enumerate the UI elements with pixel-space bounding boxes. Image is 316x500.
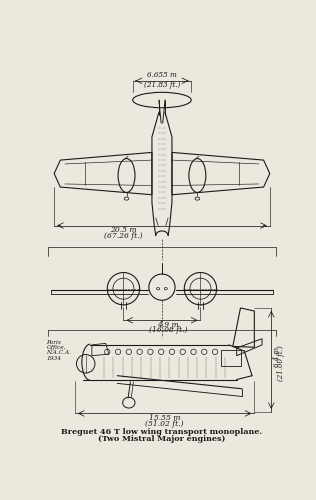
Text: 4.9 m: 4.9 m <box>157 321 179 329</box>
Text: (21.83 ft.): (21.83 ft.) <box>144 81 180 89</box>
Bar <box>221 350 241 366</box>
Text: 6.4 m: 6.4 m <box>273 347 281 367</box>
Text: Paris: Paris <box>46 340 61 344</box>
Text: 15.55 m: 15.55 m <box>149 414 180 422</box>
Text: (16.08 ft.): (16.08 ft.) <box>149 326 187 334</box>
Text: Office,: Office, <box>46 345 66 350</box>
Text: (51.02 ft.): (51.02 ft.) <box>145 420 184 428</box>
Text: 1934: 1934 <box>46 356 61 360</box>
Text: (67.26 ft.): (67.26 ft.) <box>104 232 143 239</box>
Text: 20.5 m: 20.5 m <box>110 226 137 234</box>
Text: (Two Mistral Major engines): (Two Mistral Major engines) <box>98 435 226 443</box>
Text: Breguet 46 T low wing transport monoplane.: Breguet 46 T low wing transport monoplan… <box>61 428 263 436</box>
Text: N.A.C.A.: N.A.C.A. <box>46 350 71 356</box>
Text: (21.00 ft.): (21.00 ft.) <box>277 345 285 381</box>
Text: 6.655 m: 6.655 m <box>147 71 177 79</box>
